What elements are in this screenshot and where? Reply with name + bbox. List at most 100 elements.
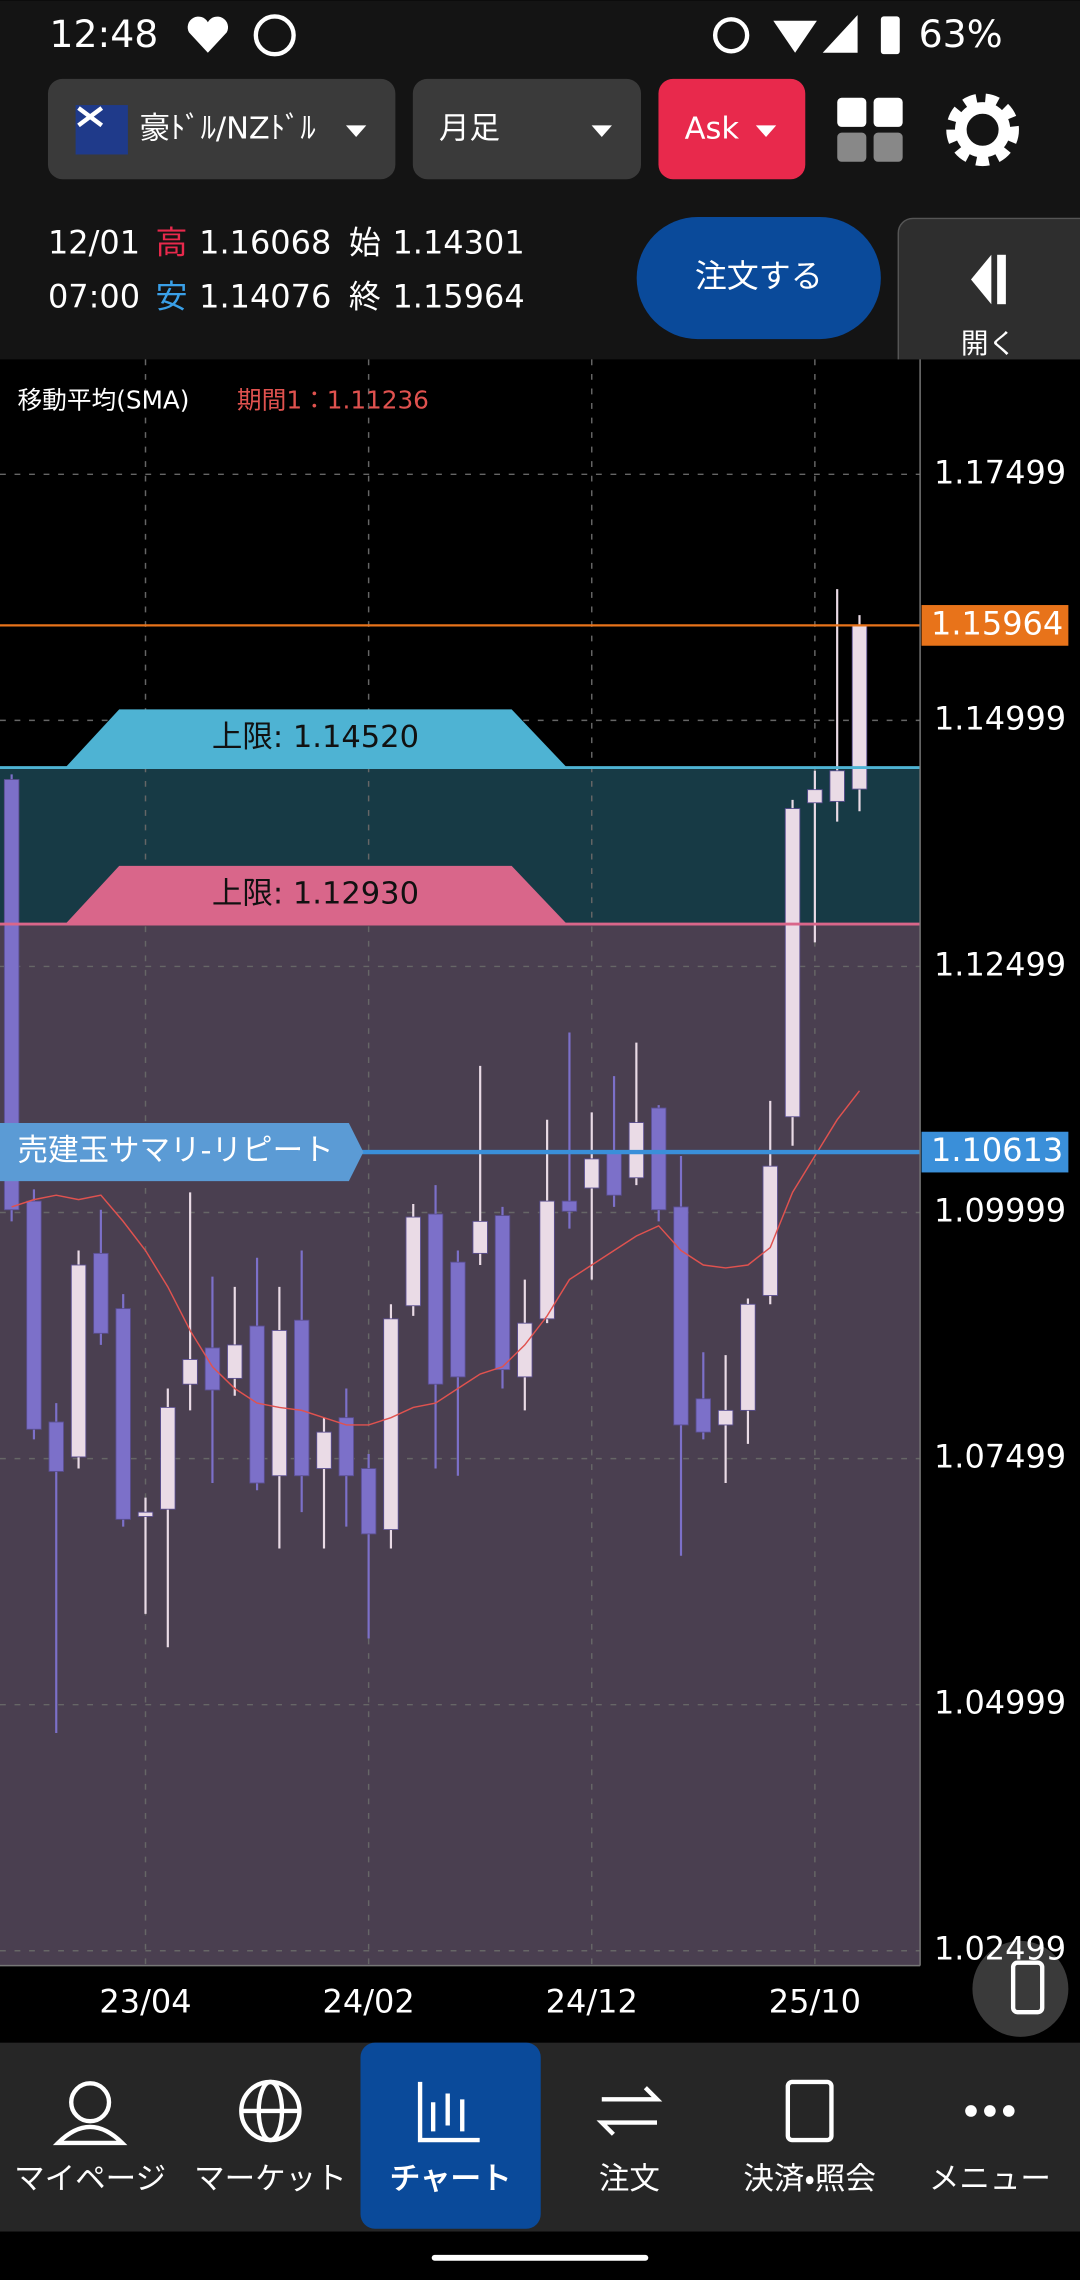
open-label: 始	[349, 224, 381, 262]
zone-lower	[0, 924, 921, 1966]
high-value: 1.16068	[199, 224, 331, 262]
candle-body	[271, 1330, 288, 1477]
nav-selected	[360, 2042, 541, 2229]
candle-body	[360, 1468, 377, 1535]
candle-body	[539, 1200, 555, 1320]
candle-body	[338, 1417, 355, 1477]
indicator-period: 期間1：	[237, 386, 327, 415]
candle-body	[517, 1322, 533, 1378]
candle-body	[427, 1213, 444, 1385]
settings-button[interactable]	[946, 93, 1019, 167]
mypage-icon	[52, 2124, 128, 2146]
nav-item[interactable]: マイページ	[14, 2162, 166, 2197]
timeframe-label: 月足	[439, 111, 500, 146]
flag-cross	[77, 106, 104, 128]
candle-body	[762, 1165, 778, 1296]
y-tick-label: 1.09999	[934, 1192, 1066, 1230]
gear-ring	[954, 102, 1011, 158]
candle-body	[784, 808, 801, 1118]
open-icon-bar	[997, 254, 1006, 305]
limit-label: 上限: 1.14520	[212, 720, 419, 755]
pair-label: 豪ﾄﾞﾙ/NZﾄﾞﾙ	[140, 111, 316, 146]
nav-item[interactable]: メニュー	[929, 2162, 1051, 2197]
info-time: 07:00	[48, 277, 140, 315]
limit-label: 上限: 1.12930	[212, 876, 419, 911]
price-tag-label: 1.15964	[931, 604, 1063, 642]
candle-body	[48, 1421, 64, 1472]
indicator-current: 1.11236	[327, 386, 429, 415]
gear-teeth	[946, 93, 1019, 167]
dropdown-arrow	[345, 125, 367, 138]
wifi-icon	[773, 20, 817, 53]
signal-icon	[822, 14, 858, 53]
candle-body	[494, 1215, 511, 1371]
candle-body	[650, 1107, 667, 1211]
open-value: 1.14301	[392, 224, 524, 262]
high-label: 高	[156, 224, 188, 262]
candle-body	[115, 1308, 131, 1520]
battery-icon	[880, 16, 900, 55]
gesture-bar	[431, 2254, 649, 2261]
candle-body	[740, 1303, 756, 1411]
layout-cell	[873, 97, 903, 127]
position-label: 売建玉サマリ-リピート	[17, 1134, 333, 1169]
side-label: Ask	[685, 111, 740, 146]
y-tick-label: 1.04999	[934, 1684, 1066, 1722]
indicator-name: 移動平均(SMA)	[17, 386, 189, 415]
candle-body	[3, 779, 20, 1211]
x-tick-label: 24/02	[323, 1982, 415, 2020]
candle-body	[851, 624, 868, 790]
order-button-label: 注文する	[695, 257, 823, 295]
candle-body	[316, 1431, 332, 1469]
nav-item[interactable]: 注文	[599, 2162, 660, 2197]
mypage-icon	[69, 2081, 112, 2124]
timeframe-select[interactable]	[412, 78, 642, 180]
order-icon	[596, 2086, 663, 2136]
candle-body	[807, 789, 823, 804]
rotate-button[interactable]	[972, 1940, 1069, 2037]
close-value: 1.15964	[392, 277, 524, 315]
position-tag	[921, 1131, 1069, 1173]
dropdown-arrow	[755, 125, 777, 138]
nav-item[interactable]: チャート	[390, 2162, 512, 2197]
x-axis-bar	[0, 1965, 1080, 2043]
menu-dot	[1002, 2105, 1015, 2117]
settle-icon	[785, 2079, 834, 2143]
layout-button[interactable]	[837, 97, 903, 162]
low-value: 1.14076	[199, 277, 331, 315]
y-tick-label: 1.07499	[934, 1438, 1066, 1476]
x-axis: 23/04 24/02 24/12 25/10	[99, 1982, 861, 2020]
nav-item[interactable]: マーケット	[194, 2162, 347, 2197]
candle-body	[584, 1158, 600, 1189]
layout-cell	[837, 132, 867, 162]
candle-body	[93, 1252, 109, 1334]
candle-body	[472, 1220, 488, 1254]
layout-cell	[837, 97, 867, 127]
y-tick-label: 1.14999	[934, 699, 1066, 737]
price-tag	[921, 605, 1069, 646]
order-button[interactable]	[636, 216, 881, 340]
candle-body	[137, 1511, 154, 1517]
candle-body	[383, 1318, 399, 1531]
open-icon	[970, 254, 992, 305]
low-label: 安	[156, 277, 188, 315]
candle-body	[405, 1216, 421, 1307]
rotate-icon	[1010, 1960, 1045, 2015]
layout-cell	[873, 132, 903, 162]
candle-body	[606, 1151, 622, 1196]
pair-select[interactable]	[47, 78, 396, 180]
position-label-bg	[0, 1123, 364, 1182]
side-select[interactable]	[658, 78, 806, 180]
candle-body	[829, 770, 845, 802]
nav-item[interactable]: 決済・照会	[743, 2162, 875, 2197]
battery-level: 63%	[919, 12, 1003, 56]
plot-area: 上限: 1.14520 上限: 1.12930 売建玉サマリ-リピート	[0, 359, 921, 1966]
candle-body	[450, 1261, 466, 1378]
position-tag-label: 1.10613	[931, 1131, 1063, 1169]
candle-body	[717, 1409, 734, 1426]
candle-body	[293, 1319, 310, 1477]
limit-label-bg	[65, 709, 567, 768]
close-label: 終	[349, 277, 381, 315]
y-tick-label: 1.12499	[934, 945, 1066, 983]
